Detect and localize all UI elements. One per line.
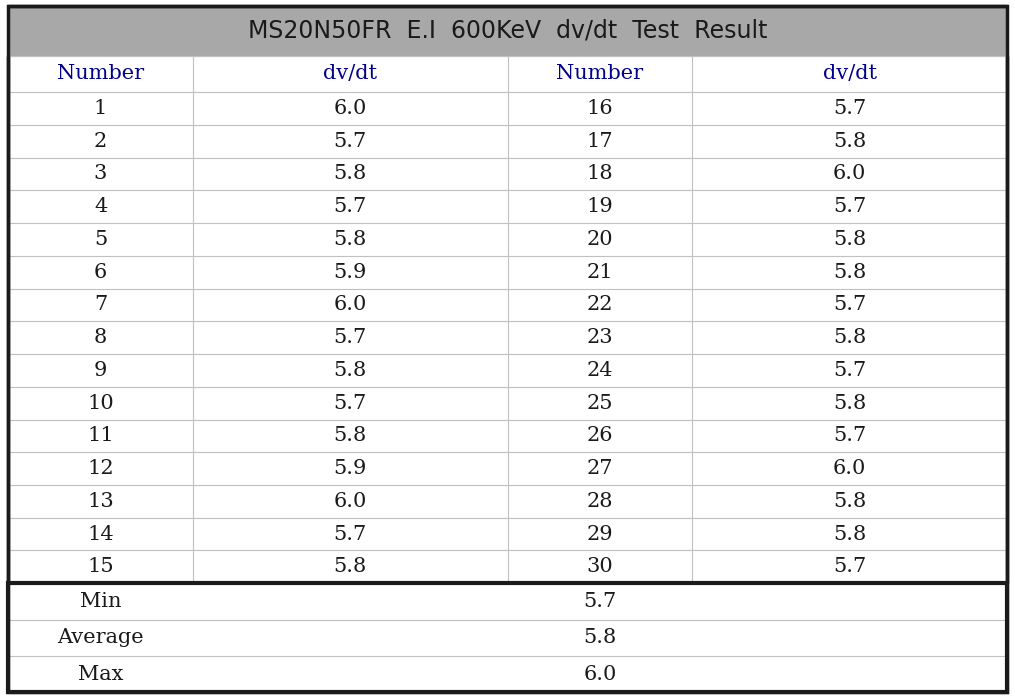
Text: 11: 11 — [87, 426, 114, 445]
Bar — [8, 419, 1007, 452]
Text: Max: Max — [78, 664, 123, 684]
Bar — [8, 223, 1007, 256]
Bar — [8, 288, 1007, 321]
Text: 7: 7 — [93, 295, 108, 314]
Text: MS20N50FR  E.I  600KeV  dv/dt  Test  Result: MS20N50FR E.I 600KeV dv/dt Test Result — [248, 19, 767, 43]
Text: 17: 17 — [587, 132, 613, 151]
Text: 5.7: 5.7 — [833, 99, 866, 118]
Text: 12: 12 — [87, 459, 114, 478]
Bar — [8, 584, 1007, 620]
Text: 2: 2 — [93, 132, 108, 151]
Text: 25: 25 — [587, 394, 613, 413]
Bar — [8, 584, 1007, 692]
Text: 5.8: 5.8 — [833, 328, 866, 347]
Text: 5.7: 5.7 — [334, 394, 366, 413]
Bar — [8, 6, 1007, 56]
Bar — [8, 125, 1007, 158]
Text: 10: 10 — [87, 394, 114, 413]
Bar — [8, 191, 1007, 223]
Text: 19: 19 — [587, 198, 613, 216]
Text: 5.8: 5.8 — [833, 230, 866, 249]
Text: 5.8: 5.8 — [334, 361, 366, 380]
Text: 5.7: 5.7 — [833, 295, 866, 314]
Text: Number: Number — [57, 64, 144, 84]
Text: 5.8: 5.8 — [833, 132, 866, 151]
Bar — [8, 620, 1007, 656]
Text: Average: Average — [57, 628, 144, 647]
Text: 5.8: 5.8 — [334, 165, 366, 184]
Text: 29: 29 — [587, 525, 613, 544]
Text: 16: 16 — [587, 99, 613, 118]
Text: 6.0: 6.0 — [584, 664, 616, 684]
Text: 24: 24 — [587, 361, 613, 380]
Text: 28: 28 — [587, 492, 613, 511]
Text: 5.7: 5.7 — [833, 198, 866, 216]
Bar — [8, 485, 1007, 518]
Text: 5.7: 5.7 — [334, 132, 366, 151]
Bar — [8, 321, 1007, 354]
Text: 18: 18 — [587, 165, 613, 184]
Text: 5.7: 5.7 — [584, 592, 616, 611]
Bar — [8, 354, 1007, 387]
Text: 6.0: 6.0 — [833, 165, 866, 184]
Text: 5.8: 5.8 — [833, 394, 866, 413]
Text: 5.8: 5.8 — [334, 230, 366, 249]
Bar — [8, 256, 1007, 288]
Text: 14: 14 — [87, 525, 114, 544]
Text: 6: 6 — [93, 262, 108, 282]
Text: 20: 20 — [587, 230, 613, 249]
Text: 5.9: 5.9 — [334, 459, 366, 478]
Bar — [8, 56, 1007, 92]
Text: 27: 27 — [587, 459, 613, 478]
Text: 30: 30 — [587, 557, 613, 577]
Text: 5.8: 5.8 — [334, 426, 366, 445]
Bar — [8, 551, 1007, 584]
Text: 15: 15 — [87, 557, 114, 577]
Text: 3: 3 — [93, 165, 108, 184]
Text: 5.7: 5.7 — [833, 426, 866, 445]
Bar — [8, 92, 1007, 125]
Text: Min: Min — [80, 592, 121, 611]
Text: 6.0: 6.0 — [334, 295, 366, 314]
Text: 13: 13 — [87, 492, 114, 511]
Text: 23: 23 — [587, 328, 613, 347]
Text: 5.7: 5.7 — [833, 557, 866, 577]
Text: 26: 26 — [587, 426, 613, 445]
Text: 4: 4 — [93, 198, 108, 216]
Text: 5.9: 5.9 — [334, 262, 366, 282]
Text: 22: 22 — [587, 295, 613, 314]
Text: dv/dt: dv/dt — [822, 64, 877, 84]
Text: 8: 8 — [93, 328, 108, 347]
Text: 5.8: 5.8 — [833, 492, 866, 511]
Text: 5.7: 5.7 — [334, 328, 366, 347]
Text: 6.0: 6.0 — [334, 99, 366, 118]
Text: dv/dt: dv/dt — [323, 64, 378, 84]
Text: 5.8: 5.8 — [833, 525, 866, 544]
Text: 5.8: 5.8 — [833, 262, 866, 282]
Text: 5.8: 5.8 — [334, 557, 366, 577]
Bar — [8, 656, 1007, 692]
Text: 5: 5 — [93, 230, 108, 249]
Text: 5.7: 5.7 — [334, 198, 366, 216]
Text: 1: 1 — [93, 99, 108, 118]
Bar — [8, 158, 1007, 191]
Bar — [8, 518, 1007, 551]
Text: 9: 9 — [93, 361, 108, 380]
Bar — [8, 452, 1007, 485]
Text: 6.0: 6.0 — [833, 459, 866, 478]
Text: Number: Number — [556, 64, 644, 84]
Text: 5.7: 5.7 — [833, 361, 866, 380]
Text: 5.8: 5.8 — [584, 628, 616, 647]
Text: 5.7: 5.7 — [334, 525, 366, 544]
Bar — [8, 387, 1007, 419]
Text: 21: 21 — [587, 262, 613, 282]
Text: 6.0: 6.0 — [334, 492, 366, 511]
